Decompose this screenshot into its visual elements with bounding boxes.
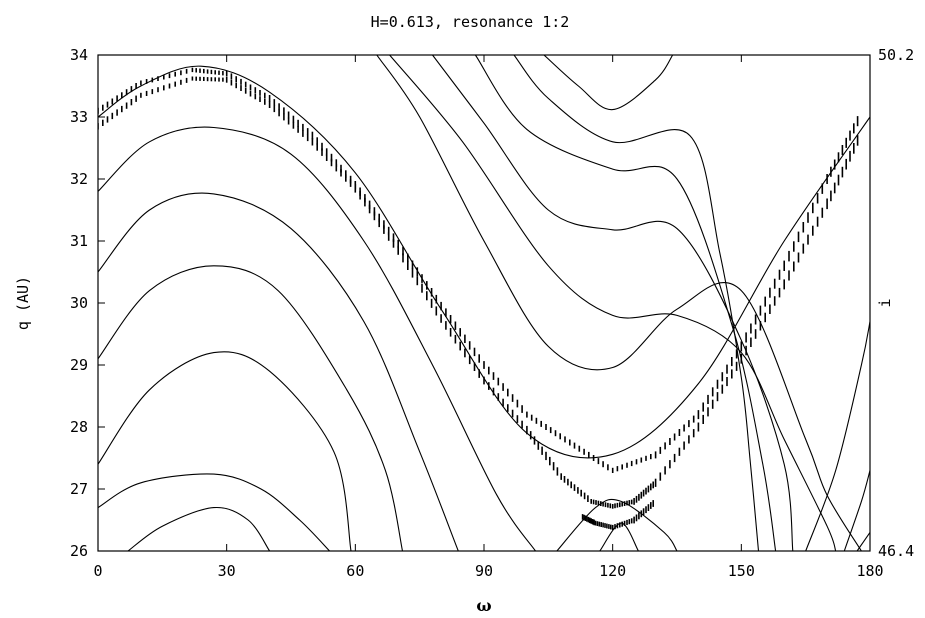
right-tick-label: 46.4 xyxy=(878,542,914,560)
contour-line-5 xyxy=(98,126,536,551)
contour-line-12 xyxy=(474,55,777,551)
contour-line-16 xyxy=(843,470,870,551)
x-tick-label: 150 xyxy=(728,562,755,580)
y-axis-label: q (AU) xyxy=(14,276,32,330)
contour-line-14 xyxy=(543,55,674,111)
contour-line-10 xyxy=(389,55,837,551)
contour-line-3 xyxy=(98,265,404,551)
x-tick-label: 0 xyxy=(93,562,102,580)
y-tick-label: 26 xyxy=(70,542,88,560)
y-tick-label: 31 xyxy=(70,232,88,250)
orbit-points xyxy=(98,67,859,530)
contour-line-4 xyxy=(98,192,459,551)
contour-line-1 xyxy=(98,473,330,551)
contour-line-11 xyxy=(432,55,794,551)
x-tick-label: 30 xyxy=(218,562,236,580)
right-axis-label: i xyxy=(876,298,894,307)
x-tick-label: 90 xyxy=(475,562,493,580)
contour-line-0 xyxy=(127,507,271,551)
y-tick-label: 27 xyxy=(70,480,88,498)
x-axis-label: ω xyxy=(476,596,491,615)
contour-line-6 xyxy=(98,65,870,459)
contour-line-9 xyxy=(376,55,862,551)
contour-line-13 xyxy=(513,55,760,551)
right-tick-label: 50.2 xyxy=(878,46,914,64)
y-tick-label: 29 xyxy=(70,356,88,374)
contour-line-7 xyxy=(599,522,639,551)
plot-area xyxy=(97,54,871,552)
y-tick-label: 30 xyxy=(70,294,88,312)
right-axis-ticks: 46.4 50.2 xyxy=(863,46,914,560)
y-tick-label: 33 xyxy=(70,108,88,126)
y-axis-ticks: 26 27 28 29 30 31 32 33 34 xyxy=(70,46,105,560)
x-tick-label: 120 xyxy=(599,562,626,580)
chart-title: H=0.613, resonance 1:2 xyxy=(371,13,570,31)
plot-frame xyxy=(97,54,871,552)
contour-line-17 xyxy=(856,532,870,551)
x-tick-label: 60 xyxy=(346,562,364,580)
y-tick-label: 32 xyxy=(70,170,88,188)
contour-line-2 xyxy=(98,351,352,551)
contour-lines xyxy=(98,55,870,551)
y-tick-label: 28 xyxy=(70,418,88,436)
contour-line-15 xyxy=(805,321,870,551)
x-axis-ticks: 0 30 60 90 120 150 180 xyxy=(93,55,884,580)
x-tick-label: 180 xyxy=(856,562,883,580)
y-tick-label: 34 xyxy=(70,46,88,64)
